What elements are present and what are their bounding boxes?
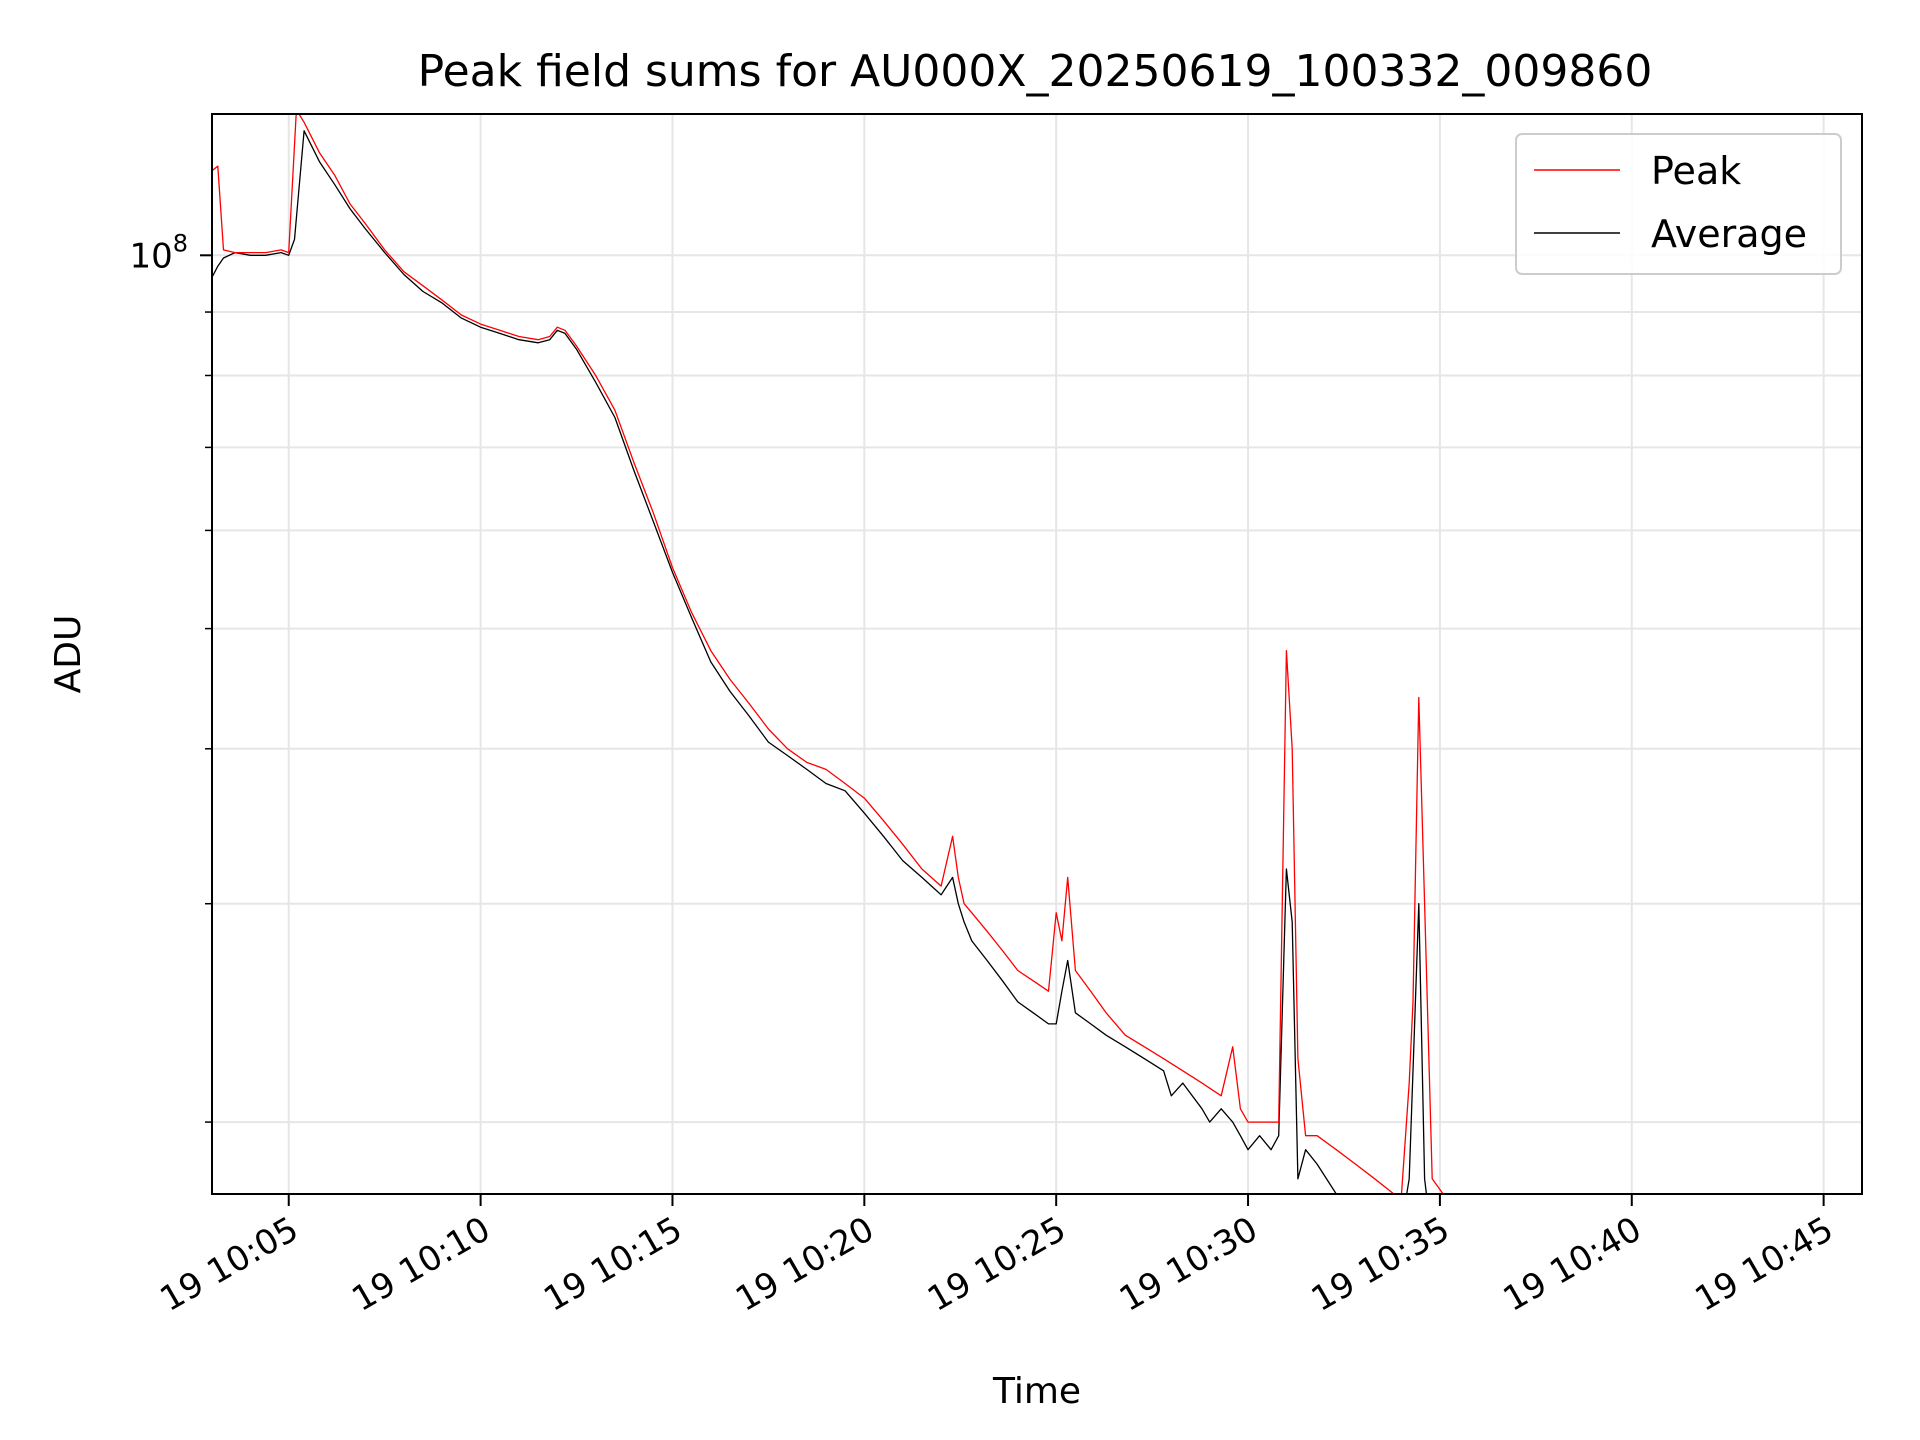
- legend-label-average: Average: [1651, 212, 1807, 256]
- legend-frame: [1515, 133, 1842, 275]
- series-layer: [212, 114, 1627, 1194]
- plot-area: [211, 113, 1863, 1195]
- series-line-peak: [212, 114, 1627, 1194]
- plot-frame: [211, 113, 1863, 1195]
- y-axis: 108: [129, 229, 212, 1123]
- legend-label-peak: Peak: [1651, 149, 1741, 193]
- grid: [212, 114, 1862, 1194]
- x-axis-label: Time: [992, 1371, 1081, 1412]
- chart-title: Peak field sums for AU000X_20250619_1003…: [418, 46, 1653, 97]
- legend: Peak Average: [1515, 133, 1842, 275]
- y-axis-label: ADU: [48, 615, 89, 694]
- y-tick-label: 108: [129, 229, 188, 276]
- series-line-average: [212, 130, 1428, 1194]
